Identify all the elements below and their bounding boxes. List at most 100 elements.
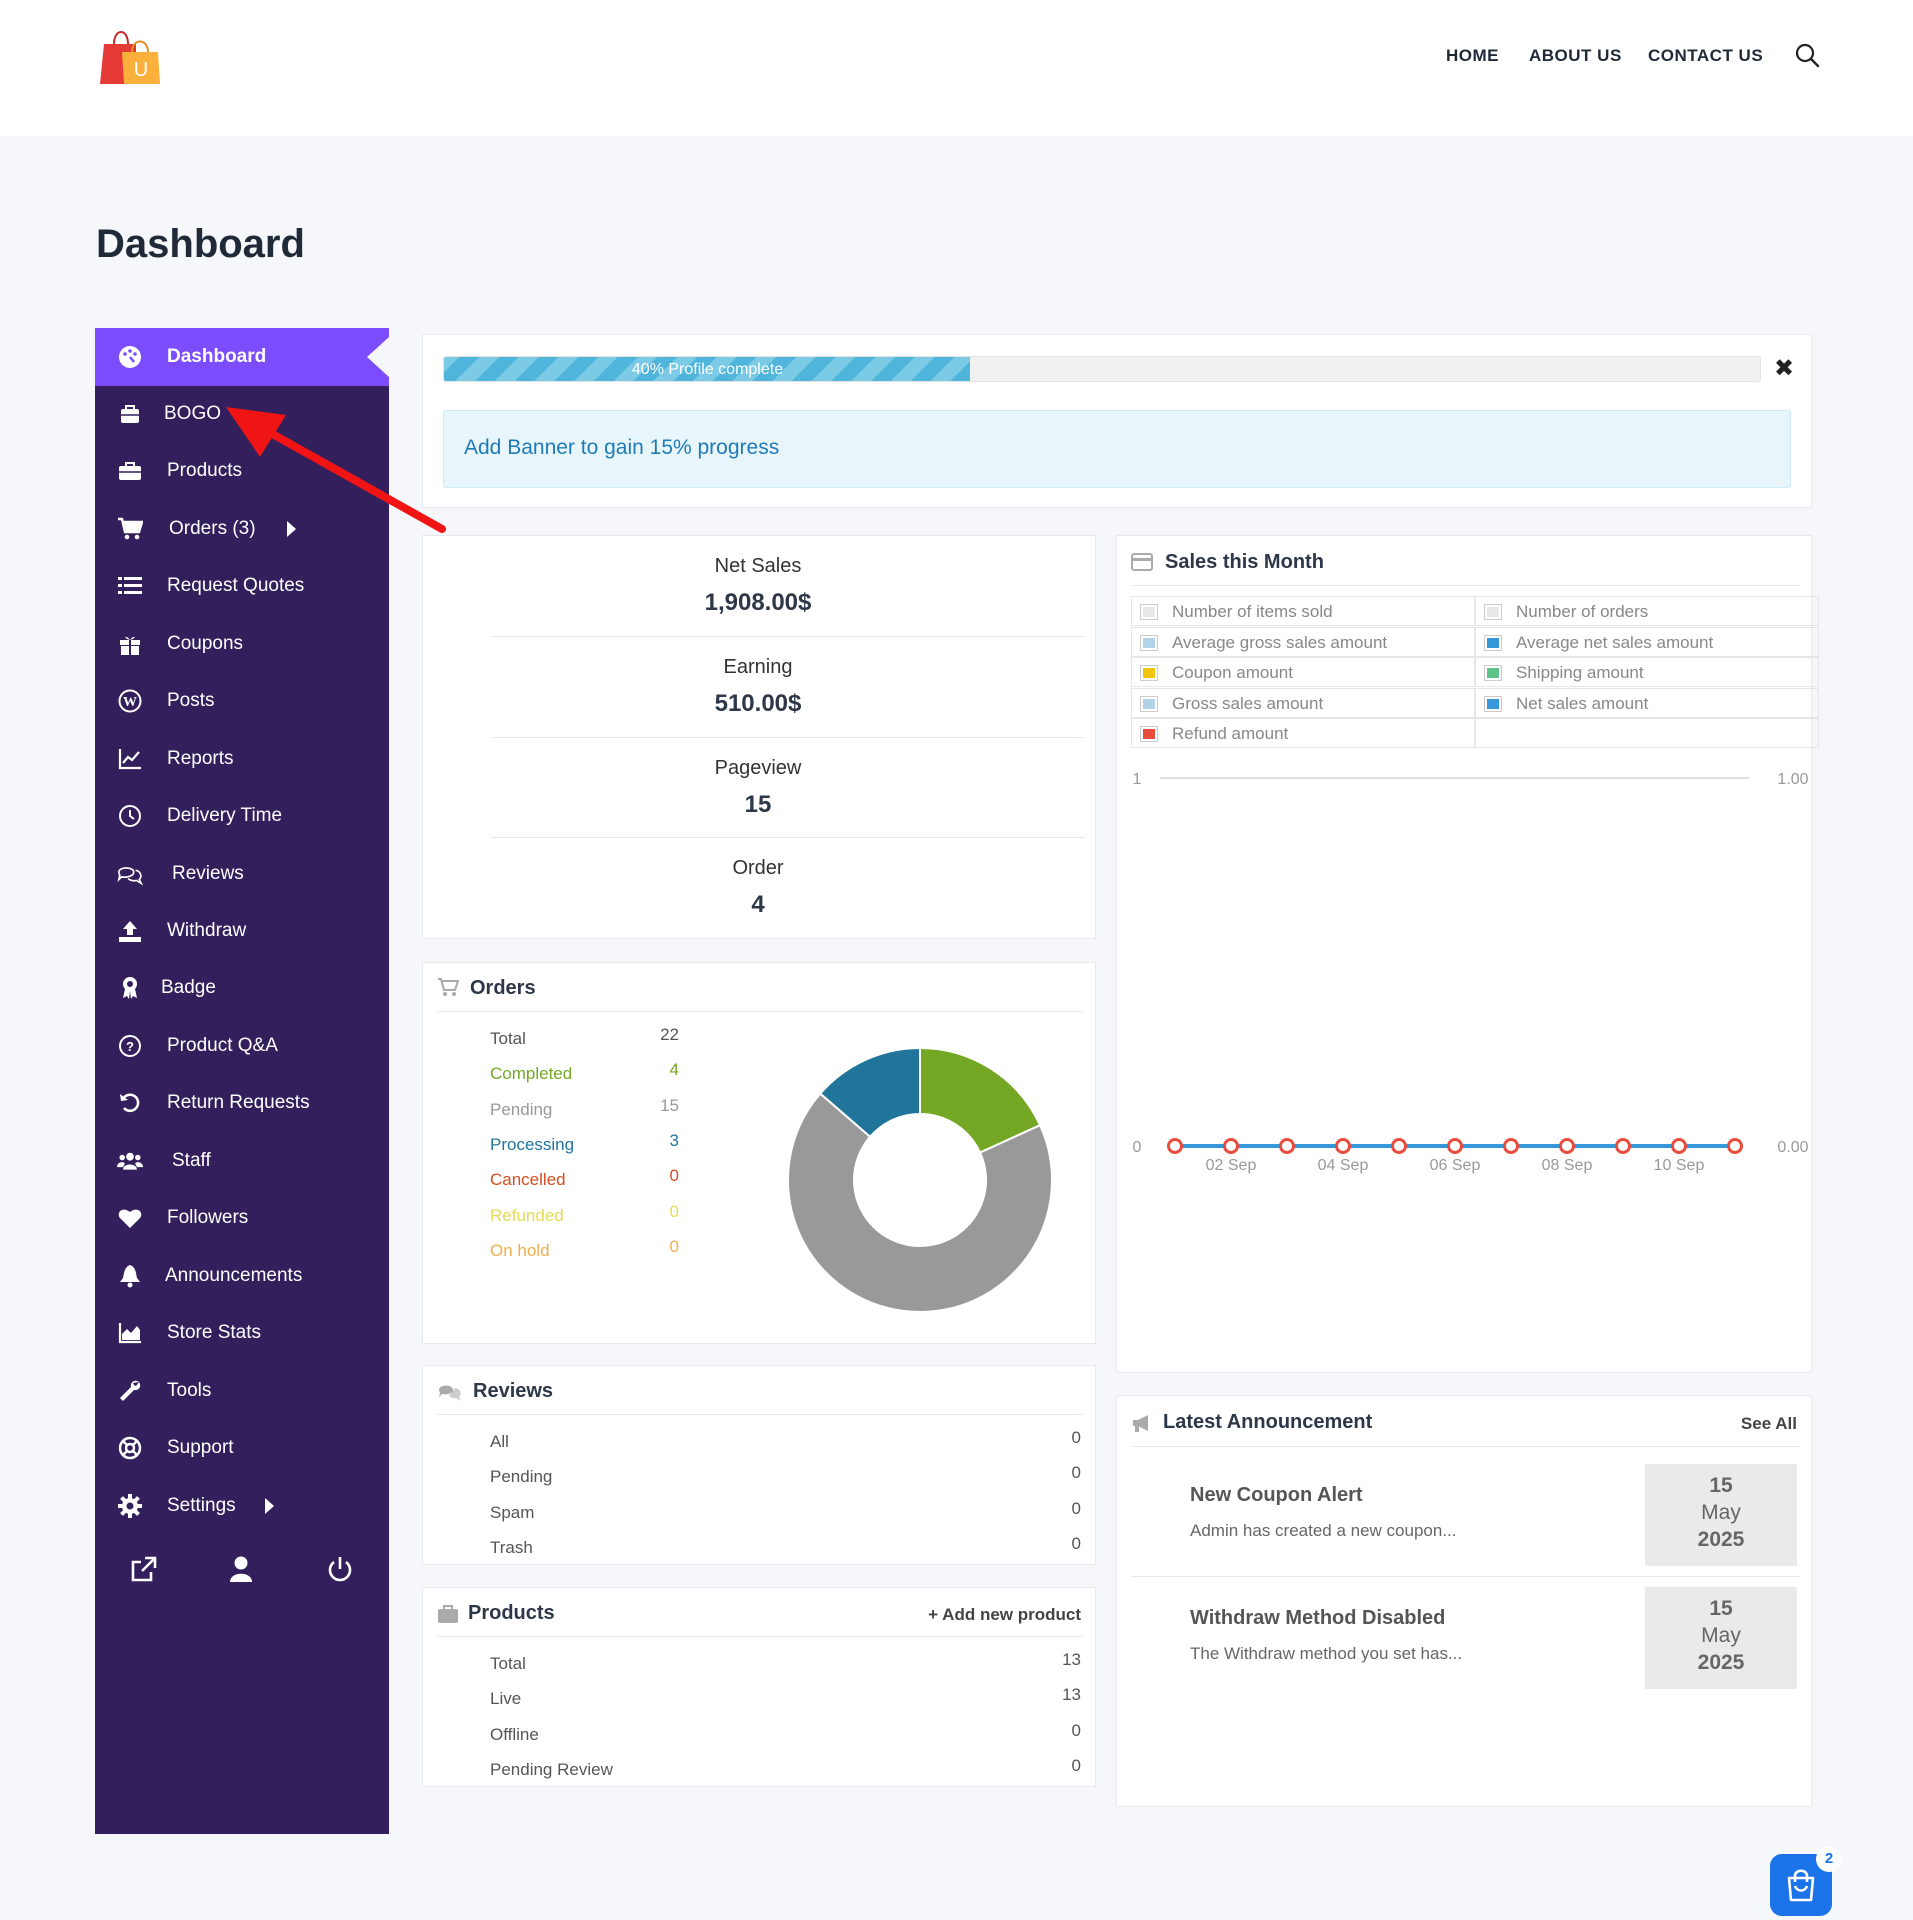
- profile-alert-text[interactable]: Add Banner to gain 15% progress: [464, 436, 780, 459]
- sidebar-item-label: Tools: [167, 1380, 212, 1401]
- announcement-date: 15 May 2025: [1645, 1587, 1797, 1689]
- sidebar-item-orders[interactable]: Orders (3): [95, 500, 389, 558]
- legend-item[interactable]: Average net sales amount: [1475, 626, 1819, 657]
- sidebar-item-label: Product Q&A: [167, 1035, 278, 1056]
- legend-item[interactable]: Number of orders: [1475, 596, 1819, 626]
- announcement-item-title[interactable]: Withdraw Method Disabled: [1190, 1607, 1446, 1629]
- data-point[interactable]: [1223, 1138, 1239, 1154]
- add-new-product-link[interactable]: + Add new product: [928, 1605, 1081, 1624]
- sidebar-item-return-requests[interactable]: Return Requests: [95, 1074, 389, 1132]
- shopping-bag-logo[interactable]: U: [96, 22, 162, 88]
- sidebar-item-tools[interactable]: Tools: [95, 1362, 389, 1420]
- sidebar-item-product-qa[interactable]: ? Product Q&A: [95, 1017, 389, 1075]
- legend-label: Number of orders: [1516, 602, 1649, 621]
- sidebar-item-reports[interactable]: Reports: [95, 730, 389, 788]
- reviews-row-label: All: [490, 1432, 509, 1451]
- data-point[interactable]: [1167, 1138, 1183, 1154]
- legend-item[interactable]: Number of items sold: [1131, 596, 1475, 626]
- sidebar-item-label: Orders (3): [169, 518, 256, 539]
- divider: [437, 1414, 1083, 1415]
- divider: [1131, 1446, 1799, 1447]
- orders-row-label: On hold: [490, 1240, 550, 1260]
- search-icon[interactable]: [1794, 42, 1820, 68]
- gift-icon: [117, 631, 143, 657]
- data-point[interactable]: [1391, 1138, 1407, 1154]
- svg-text:W: W: [123, 695, 137, 710]
- power-icon[interactable]: [325, 1554, 355, 1584]
- sidebar-item-store-stats[interactable]: Store Stats: [95, 1304, 389, 1362]
- sidebar-item-label: Reviews: [172, 863, 244, 884]
- svg-text:U: U: [134, 59, 148, 81]
- see-all-link[interactable]: See All: [1740, 1414, 1797, 1433]
- legend-item[interactable]: Coupon amount: [1131, 657, 1475, 688]
- sidebar-item-label: Staff: [172, 1150, 211, 1171]
- donut-slice-pending[interactable]: [787, 1092, 1053, 1313]
- user-icon[interactable]: [226, 1554, 256, 1584]
- orders-row-label: Total: [490, 1029, 526, 1048]
- data-point[interactable]: [1335, 1138, 1351, 1154]
- caret-right-icon[interactable]: [265, 1498, 274, 1514]
- donut-slice-processing[interactable]: [818, 1046, 921, 1139]
- sidebar-item-settings[interactable]: Settings: [95, 1477, 389, 1535]
- legend-swatch: [1484, 665, 1502, 682]
- sidebar-item-reviews[interactable]: Reviews: [95, 845, 389, 903]
- products-row-value: 13: [1062, 1685, 1081, 1705]
- sidebar-item-badge[interactable]: Badge: [95, 959, 389, 1017]
- sidebar-item-support[interactable]: Support: [95, 1419, 389, 1477]
- sidebar-item-delivery-time[interactable]: Delivery Time: [95, 787, 389, 845]
- data-point[interactable]: [1503, 1138, 1519, 1154]
- legend-item[interactable]: Gross sales amount: [1131, 687, 1475, 718]
- clock-icon: [117, 803, 143, 829]
- legend-item[interactable]: Shipping amount: [1475, 657, 1819, 688]
- data-point[interactable]: [1447, 1138, 1463, 1154]
- reviews-row-value: 0: [1071, 1533, 1081, 1553]
- profile-alert[interactable]: Add Banner to gain 15% progress: [443, 410, 1791, 488]
- sidebar-item-bogo[interactable]: BOGO: [95, 385, 389, 443]
- data-point[interactable]: [1671, 1138, 1687, 1154]
- legend-item[interactable]: Average gross sales amount: [1131, 626, 1475, 657]
- close-icon[interactable]: ✖: [1774, 355, 1795, 382]
- y-tick-label: 1: [1133, 771, 1142, 788]
- legend-swatch: [1140, 695, 1158, 712]
- reviews-row-value: 0: [1071, 1498, 1081, 1518]
- briefcase-icon: [438, 1605, 458, 1623]
- legend-swatch: [1140, 634, 1158, 651]
- sidebar-item-posts[interactable]: W Posts: [95, 672, 389, 730]
- sidebar-item-label: Delivery Time: [167, 805, 283, 826]
- sidebar-item-followers[interactable]: Followers: [95, 1189, 389, 1247]
- upload-icon: [117, 918, 143, 944]
- nav-home[interactable]: HOME: [1446, 46, 1499, 65]
- legend-swatch: [1140, 604, 1158, 620]
- data-point[interactable]: [1727, 1138, 1743, 1154]
- nav-contact-us[interactable]: CONTACT US: [1648, 46, 1764, 65]
- sidebar-item-products[interactable]: Products: [95, 442, 389, 500]
- orders-row-label: Cancelled: [490, 1170, 566, 1190]
- sidebar-item-staff[interactable]: Staff: [95, 1132, 389, 1190]
- orders-row-value: 3: [669, 1130, 679, 1150]
- divider: [437, 1636, 1083, 1637]
- sidebar-item-withdraw[interactable]: Withdraw: [95, 902, 389, 960]
- svg-text:?: ?: [126, 1039, 134, 1054]
- orders-row-label: Processing: [490, 1134, 575, 1154]
- data-point[interactable]: [1615, 1138, 1631, 1154]
- data-point[interactable]: [1279, 1138, 1295, 1154]
- sidebar-item-label: Reports: [167, 748, 234, 769]
- divider: [437, 1011, 1083, 1012]
- announcement-item-title[interactable]: New Coupon Alert: [1190, 1484, 1363, 1506]
- briefcase-icon: [117, 458, 143, 484]
- sidebar-item-request-quotes[interactable]: Request Quotes: [95, 557, 389, 615]
- sidebar-item-announcements[interactable]: Announcements: [95, 1247, 389, 1305]
- external-link-icon[interactable]: [129, 1554, 159, 1584]
- y2-tick-label: 0.00: [1777, 1139, 1808, 1156]
- announcement-year: 2025: [1697, 1651, 1745, 1674]
- heart-icon: [117, 1205, 143, 1231]
- data-point[interactable]: [1559, 1138, 1575, 1154]
- sidebar-item-coupons[interactable]: Coupons: [95, 615, 389, 673]
- legend-item[interactable]: Net sales amount: [1475, 687, 1819, 718]
- sidebar-item-dashboard[interactable]: Dashboard: [95, 328, 389, 386]
- sidebar-item-label: Withdraw: [167, 920, 247, 941]
- legend-item[interactable]: Refund amount: [1131, 718, 1475, 749]
- caret-right-icon[interactable]: [287, 521, 296, 537]
- nav-about-us[interactable]: ABOUT US: [1529, 46, 1622, 65]
- announcement-item-excerpt: The Withdraw method you set has...: [1190, 1644, 1463, 1663]
